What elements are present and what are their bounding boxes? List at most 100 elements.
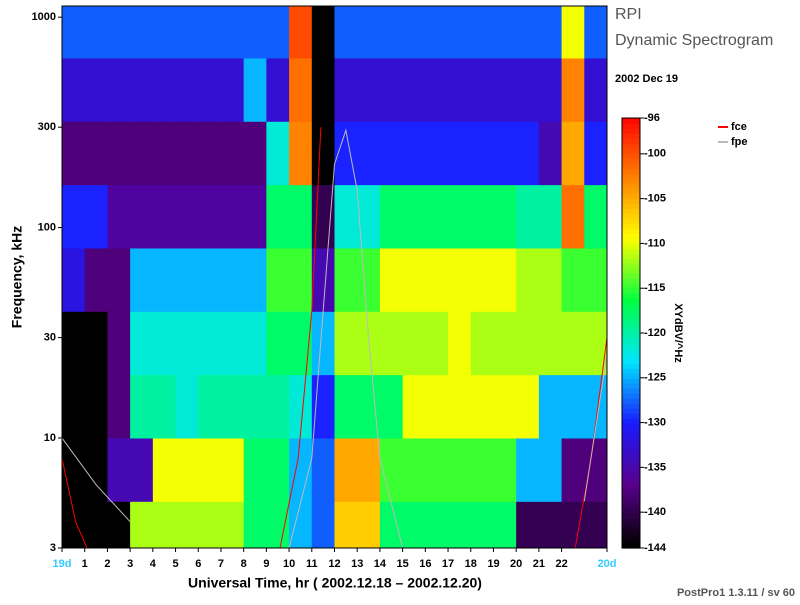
- heatmap-cell: [334, 121, 358, 186]
- y-tick-label: 3: [50, 542, 56, 554]
- heatmap-cell: [516, 6, 540, 59]
- heatmap-cell: [107, 374, 131, 439]
- colorbar-segment: [622, 203, 640, 209]
- heatmap-cell: [516, 374, 540, 439]
- heatmap-cell: [334, 184, 358, 249]
- colorbar-segment: [622, 538, 640, 544]
- x-tick-label: 12: [328, 558, 340, 570]
- heatmap-cell: [425, 437, 449, 502]
- heatmap-cell: [334, 247, 358, 312]
- colorbar-segment: [622, 458, 640, 464]
- heatmap-cell: [152, 184, 177, 249]
- colorbar-tick-label: -144: [644, 542, 667, 554]
- legend-label: fce: [731, 121, 747, 133]
- colorbar-tick-label: -135: [644, 461, 666, 473]
- heatmap-cell: [448, 311, 472, 376]
- heatmap-cell: [289, 374, 313, 439]
- colorbar-segment: [622, 303, 640, 309]
- heatmap-cell: [538, 6, 563, 59]
- colorbar-segment: [622, 363, 640, 369]
- heatmap-cell: [334, 57, 358, 122]
- colorbar-segment: [622, 438, 640, 444]
- colorbar-segment: [622, 133, 640, 139]
- colorbar-segment: [622, 503, 640, 509]
- heatmap-cell: [334, 374, 358, 439]
- heatmap-cell: [220, 184, 245, 249]
- heatmap-cell: [289, 311, 313, 376]
- heatmap-cell: [311, 121, 335, 186]
- heatmap-cell: [493, 374, 517, 439]
- heatmap-cell: [107, 247, 131, 312]
- heatmap-cell: [538, 121, 563, 186]
- heatmap-cell: [425, 247, 449, 312]
- heatmap-cell: [357, 374, 381, 439]
- heatmap-cell: [130, 501, 154, 549]
- colorbar-segment: [622, 348, 640, 354]
- heatmap-cell: [493, 121, 517, 186]
- heatmap-cell: [402, 247, 426, 312]
- heatmap-cell: [379, 121, 404, 186]
- heatmap-cell: [130, 247, 154, 312]
- heatmap-cell: [107, 501, 131, 549]
- x-tick-label: 19d: [53, 558, 72, 570]
- heatmap-cell: [84, 121, 108, 186]
- heatmap-cell: [220, 437, 245, 502]
- colorbar-segment: [622, 128, 640, 134]
- heatmap-cell: [198, 247, 222, 312]
- heatmap-cell: [198, 184, 222, 249]
- colorbar-segment: [622, 163, 640, 169]
- x-tick-label: 17: [442, 558, 454, 570]
- heatmap-cell: [152, 57, 177, 122]
- heatmap-cell: [561, 374, 585, 439]
- heatmap-cell: [357, 121, 381, 186]
- colorbar-segment: [622, 198, 640, 204]
- heatmap-cell: [198, 121, 222, 186]
- heatmap-cell: [516, 247, 540, 312]
- heatmap-cell: [470, 311, 494, 376]
- colorbar-segment: [622, 278, 640, 284]
- x-tick-label: 2: [104, 558, 110, 570]
- heatmap-cell: [538, 57, 563, 122]
- heatmap-cell: [516, 121, 540, 186]
- heatmap-cell: [175, 247, 199, 312]
- heatmap-cell: [493, 184, 517, 249]
- colorbar-segment: [622, 488, 640, 494]
- heatmap-cell: [470, 501, 494, 549]
- colorbar-segment: [622, 423, 640, 429]
- heatmap-cell: [448, 374, 472, 439]
- x-tick-label: 14: [374, 558, 387, 570]
- heatmap-cell: [198, 501, 222, 549]
- heatmap-cell: [198, 437, 222, 502]
- colorbar-segment: [622, 193, 640, 199]
- heatmap-cell: [425, 501, 449, 549]
- heatmap-cell: [289, 501, 313, 549]
- heatmap-cell: [62, 247, 86, 312]
- heatmap-cell: [493, 311, 517, 376]
- colorbar-segment: [622, 413, 640, 419]
- heatmap-cell: [448, 437, 472, 502]
- heatmap-cell: [84, 437, 108, 502]
- heatmap-cell: [334, 437, 358, 502]
- colorbar-segment: [622, 533, 640, 539]
- heatmap-cell: [84, 184, 108, 249]
- colorbar-segment: [622, 493, 640, 499]
- colorbar-segment: [622, 183, 640, 189]
- colorbar-segment: [622, 223, 640, 229]
- colorbar-tick-label: -115: [644, 282, 665, 294]
- heatmap-cell: [470, 121, 494, 186]
- heatmap-cell: [62, 374, 86, 439]
- x-tick-label: 4: [150, 558, 157, 570]
- heatmap-cell: [62, 501, 86, 549]
- colorbar-segment: [622, 353, 640, 359]
- heatmap-cell: [266, 6, 290, 59]
- heatmap-cell: [289, 184, 313, 249]
- x-tick-label: 5: [172, 558, 178, 570]
- heatmap-cell: [584, 247, 608, 312]
- heatmap-cell: [175, 57, 199, 122]
- y-tick-label: 300: [38, 121, 56, 133]
- heatmap-cell: [130, 437, 154, 502]
- heatmap-cell: [107, 311, 131, 376]
- heatmap-cell: [62, 437, 86, 502]
- colorbar-segment: [622, 153, 640, 159]
- colorbar-segment: [622, 293, 640, 299]
